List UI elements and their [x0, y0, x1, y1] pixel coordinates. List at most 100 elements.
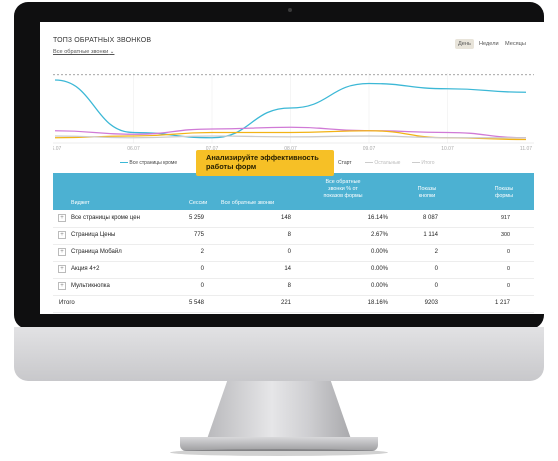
dashboard-screen: ТОП3 ОБРАТНЫХ ЗВОНКОВ Все обратные звонк…: [40, 22, 545, 314]
sessions-cell: 5 548: [188, 300, 204, 306]
period-weeks-button[interactable]: Недели: [479, 41, 499, 47]
column-header-line: формы: [494, 193, 513, 199]
percent-cell: 2.67%: [370, 232, 388, 238]
widget-name-cell: Итого: [59, 300, 75, 306]
x-tick-label: 07.07: [206, 146, 219, 151]
column-header-line: звонки % от: [328, 186, 358, 192]
calls-cell: 221: [280, 300, 291, 306]
expand-row-icon[interactable]: +: [58, 214, 66, 222]
percent-cell: 0.00%: [370, 283, 388, 289]
legend-item-all-pages[interactable]: Все страницы кроме: [120, 160, 177, 166]
button-cell: 9203: [424, 300, 438, 306]
button-cell: 2: [434, 249, 438, 255]
series-line-остальные: [54, 135, 526, 139]
x-tick-label: 11.07: [520, 146, 532, 151]
stand-shadow: [170, 449, 388, 456]
page-title: ТОП3 ОБРАТНЫХ ЗВОНКОВ: [53, 37, 152, 44]
legend-item-others[interactable]: Остальные: [365, 160, 400, 166]
widget-name-cell: Акция 4+2: [71, 266, 100, 272]
table-row[interactable]: + Страница Мобайл 2 0 0.00% 2 0: [53, 244, 534, 262]
expand-row-icon[interactable]: +: [58, 282, 66, 290]
period-day-button[interactable]: День: [455, 39, 474, 49]
table-row[interactable]: + Акция 4+2 0 14 0.00% 0 0: [53, 261, 534, 279]
series-line-все-страницы-кроме-цен: [54, 79, 527, 139]
legend-swatch: [412, 162, 420, 164]
legend-label: Старт: [338, 160, 352, 166]
legend-swatch: [365, 162, 373, 164]
series-line-страница-цены: [54, 126, 527, 139]
sessions-cell: 0: [200, 283, 204, 289]
column-header-line: показов формы: [323, 193, 363, 199]
form-cell: 917: [501, 215, 510, 221]
x-tick-label: 10.07: [441, 146, 454, 151]
chevron-down-icon: ⌄: [109, 49, 115, 55]
tooltip-line: работы форм: [206, 162, 257, 171]
tooltip-line: Анализируйте эффективность: [206, 153, 319, 162]
button-cell: 0: [434, 266, 438, 272]
form-cell: 300: [501, 232, 510, 238]
calls-cell: 14: [284, 266, 291, 272]
monitor-base: [180, 437, 378, 451]
sessions-cell: 2: [200, 249, 204, 255]
button-cell: 0: [434, 283, 438, 289]
legend-label: Остальные: [374, 160, 401, 166]
table-header: Виджет Сессии Все обратные звонки Все об…: [53, 173, 534, 210]
form-cell: 0: [507, 283, 510, 289]
camera-icon: [288, 8, 292, 12]
widget-name-cell: Мультикнопка: [71, 283, 110, 289]
table-row[interactable]: + Все страницы кроме цен 5 259 148 16.14% 8 0…: [53, 210, 534, 228]
column-header-line: Показы: [494, 186, 514, 192]
legend-label: Все страницы кроме: [129, 160, 178, 166]
calls-cell: 0: [287, 249, 291, 255]
percent-cell: 0.00%: [370, 249, 388, 255]
line-chart: 06.07 06.07 07.07 08.07 09.07 10.07 11.07: [53, 73, 534, 151]
calls-cell: 8: [287, 232, 291, 238]
column-header-line: Показы: [417, 186, 437, 192]
column-header-sessions[interactable]: Сессии: [189, 200, 208, 206]
expand-row-icon[interactable]: +: [58, 248, 66, 256]
column-header-widget[interactable]: Виджет: [71, 200, 90, 206]
widget-filter-label: Все обратные звонки: [53, 49, 109, 55]
column-header-line: кнопки: [418, 193, 436, 199]
expand-row-icon[interactable]: +: [58, 231, 66, 239]
expand-row-icon[interactable]: +: [58, 265, 66, 273]
column-header-button-shows[interactable]: Показы кнопки: [409, 186, 445, 200]
column-header-calls[interactable]: Все обратные звонки: [221, 200, 275, 206]
x-tick-label: 08.07: [284, 146, 297, 151]
legend-item-start[interactable]: Старт: [338, 160, 352, 166]
monitor-bezel: ТОП3 ОБРАТНЫХ ЗВОНКОВ Все обратные звонк…: [14, 2, 545, 329]
widget-filter-dropdown[interactable]: Все обратные звонки ⌄: [53, 49, 114, 55]
widget-name-cell: Все страницы кроме цен: [71, 215, 140, 221]
x-tick-label: 09.07: [363, 146, 376, 151]
percent-cell: 18.16%: [367, 300, 388, 306]
column-header-percent[interactable]: Все обратные звонки % от показов формы: [311, 179, 375, 200]
widget-name-cell: Страница Цены: [71, 232, 116, 238]
x-tick-label: 06.07: [53, 146, 61, 151]
period-months-button[interactable]: Месяцы: [505, 41, 526, 47]
sessions-cell: 775: [193, 232, 204, 238]
sessions-cell: 0: [200, 266, 204, 272]
legend-label: Итого: [421, 160, 435, 166]
widget-name-cell: Страница Мобайл: [71, 249, 122, 255]
sessions-cell: 5 259: [188, 215, 204, 221]
promo-tooltip: Анализируйте эффективность работы форм: [196, 150, 334, 176]
column-header-line: Все обратные: [325, 179, 361, 185]
form-cell: 0: [507, 249, 510, 255]
button-cell: 1 114: [423, 232, 438, 238]
monitor-chin: [14, 327, 544, 381]
table-total-row[interactable]: Итого 5 548 221 18.16% 9203 1 217: [53, 295, 534, 313]
calls-cell: 8: [287, 283, 291, 289]
legend-swatch: [120, 162, 128, 164]
table-row[interactable]: + Мультикнопка 0 8 0.00% 0 0: [53, 278, 534, 296]
x-tick-label: 06.07: [127, 146, 140, 151]
percent-cell: 0.00%: [370, 266, 388, 272]
percent-cell: 16.14%: [367, 215, 388, 221]
calls-cell: 148: [280, 215, 291, 221]
button-cell: 8 087: [422, 215, 438, 221]
form-cell: 0: [507, 266, 510, 272]
legend-item-total[interactable]: Итого: [412, 160, 435, 166]
table-row[interactable]: + Страница Цены 775 8 2.67% 1 114 300: [53, 227, 534, 245]
monitor-stand: [207, 381, 351, 439]
form-cell: 1 217: [494, 300, 510, 306]
column-header-form-shows[interactable]: Показы формы: [487, 186, 521, 200]
